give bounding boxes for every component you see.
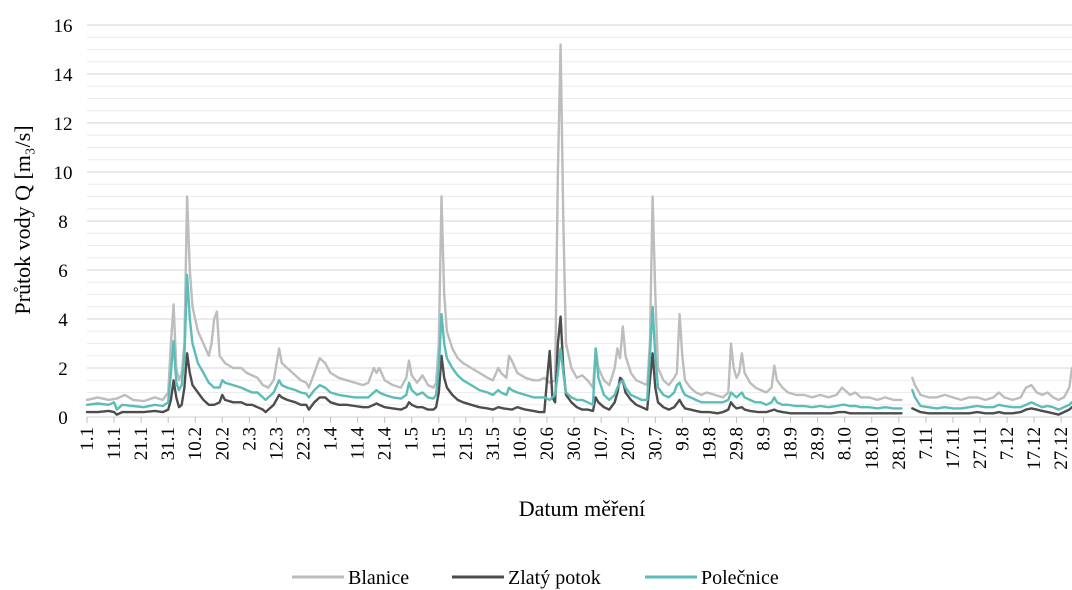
x-tick-label: 17.11 [943,427,964,469]
y-tick-label: 14 [54,65,74,86]
x-tick-label: 18.10 [862,427,883,470]
y-tick-label: 4 [58,310,68,331]
legend-label: Blanice [348,567,409,589]
x-tick-label: 20.7 [618,427,639,460]
y-tick-label: 16 [54,16,73,37]
x-tick-label: 27.11 [970,427,991,469]
x-tick-label: 8.9 [754,427,775,451]
x-axis-ticks: 1.1 11.1 21.1 31.1 10.2 20.2 2.3 12.3 22.3 1.4 11.… [77,417,1072,470]
x-tick-label: 10.2 [185,427,206,460]
series-line-0 [85,43,903,403]
plot-area [85,43,1072,416]
series-line-1 [911,406,1072,416]
y-axis-title: Průtok vody Q [m₃/s] [10,125,35,314]
x-tick-label: 31.5 [483,427,504,460]
series-line-0 [911,366,1072,402]
x-tick-label: 10.7 [591,427,612,460]
legend: Blanice Zlatý potok Polečnice [292,567,779,589]
gridlines [87,24,1072,418]
x-tick-label: 28.10 [889,427,910,470]
x-tick-label: 21.1 [131,427,152,460]
y-tick-label: 6 [58,261,68,282]
x-tick-label: 17.12 [1024,427,1045,470]
x-tick-label: 11.4 [348,427,369,460]
x-tick-label: 11.1 [104,427,125,460]
x-tick-label: 7.11 [916,427,937,460]
x-tick-label: 1.4 [321,427,342,451]
x-tick-label: 19.8 [699,427,720,460]
y-tick-label: 2 [58,359,68,380]
y-tick-label: 12 [54,114,73,135]
legend-label: Polečnice [701,567,779,589]
x-tick-label: 20.6 [537,427,558,460]
x-tick-label: 27.12 [1051,427,1072,470]
x-tick-label: 20.2 [212,427,233,460]
x-tick-label: 12.3 [266,427,287,460]
x-tick-label: 1.1 [77,427,98,451]
series-line-2 [85,273,903,411]
x-axis-title: Datum měření [519,496,645,521]
y-tick-label: 10 [54,163,73,184]
y-axis-ticks: 0 2 4 6 8 10 12 14 16 [54,16,74,429]
x-tick-label: 30.7 [645,427,666,460]
x-tick-label: 29.8 [726,427,747,460]
x-tick-label: 31.1 [158,427,179,460]
x-tick-label: 18.9 [781,427,802,460]
y-tick-label: 8 [58,212,68,233]
x-tick-label: 21.4 [375,427,396,461]
series-line-2 [911,388,1072,411]
x-tick-label: 11.5 [429,427,450,460]
x-tick-label: 2.3 [239,427,260,451]
x-tick-label: 30.6 [564,427,585,460]
x-tick-label: 8.10 [835,427,856,460]
x-tick-label: 21.5 [456,427,477,460]
x-tick-label: 1.5 [402,427,423,451]
x-tick-label: 28.9 [808,427,829,460]
legend-label: Zlatý potok [508,567,601,589]
x-tick-label: 7.12 [997,427,1018,460]
x-tick-label: 22.3 [293,427,314,460]
series-line-1 [85,315,903,416]
x-tick-label: 10.6 [510,427,531,460]
y-tick-label: 0 [58,408,68,429]
x-tick-label: 9.8 [672,427,693,451]
